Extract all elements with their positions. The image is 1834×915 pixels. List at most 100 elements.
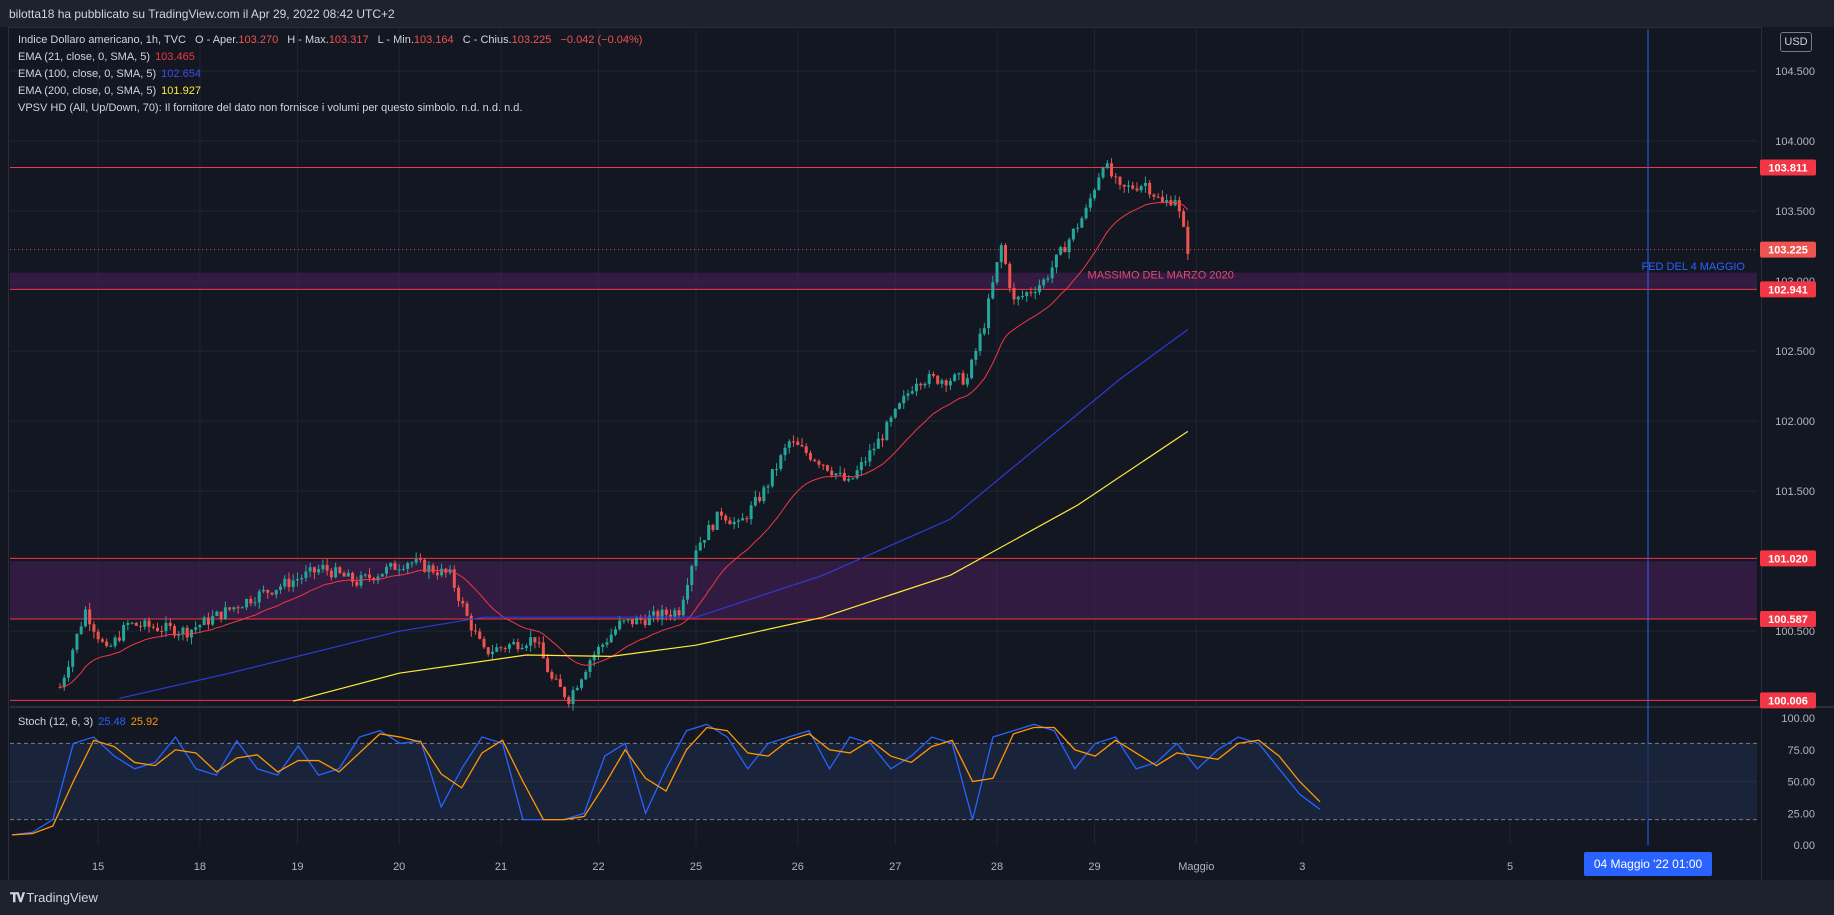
candle-body	[825, 465, 829, 471]
tradingview-logo[interactable]: 𝐓𝐕 TradingView	[10, 890, 98, 905]
candle-body	[885, 422, 889, 441]
candle-body	[762, 487, 766, 502]
time-cursor-label: 04 Maggio '22 01:00	[1594, 857, 1703, 871]
candle-body	[889, 417, 893, 423]
candle-body	[796, 441, 800, 446]
candle-body	[982, 328, 986, 334]
stoch-legend: Stoch (12, 6, 3) 25.48 25.92	[18, 716, 159, 728]
candle-body	[376, 576, 380, 581]
candle-body	[1139, 186, 1143, 191]
candle-body	[126, 622, 130, 625]
candle-body	[1156, 196, 1160, 198]
candle-body	[524, 645, 528, 648]
candle-body	[948, 380, 952, 386]
candle-body	[745, 518, 749, 520]
candle-body	[295, 579, 299, 581]
candle-body	[406, 563, 410, 569]
candle-body	[1143, 182, 1147, 187]
candle-body	[601, 644, 605, 648]
candle-body	[440, 568, 444, 576]
candle-body	[702, 540, 706, 543]
time-tick-label: 21	[495, 861, 507, 873]
candle-body	[813, 459, 817, 462]
candle-body	[732, 521, 736, 525]
candle-body	[423, 559, 427, 572]
candle-body	[787, 441, 791, 448]
candle-body	[605, 642, 609, 645]
candle-body	[686, 584, 690, 600]
candle-body	[507, 644, 511, 649]
candle-body	[304, 571, 308, 578]
candle-body	[944, 380, 948, 386]
candle-body	[881, 438, 885, 441]
candle-body	[96, 631, 100, 640]
candle-body	[75, 633, 79, 650]
time-tick-label: 27	[889, 861, 901, 873]
candle-body	[181, 627, 185, 634]
candle-body	[389, 563, 393, 567]
candle-body	[965, 378, 969, 385]
candle-body	[584, 671, 588, 680]
candle-body	[435, 572, 439, 576]
candle-body	[461, 600, 465, 604]
candle-body	[1088, 198, 1092, 208]
candle-body	[753, 496, 757, 506]
candle-body	[457, 587, 461, 601]
currency-button[interactable]: USD	[1780, 32, 1812, 52]
candle-body	[1020, 296, 1024, 298]
resistance-zone	[10, 272, 1757, 290]
last-price-badge	[1760, 241, 1816, 258]
symbol-name: Indice Dollaro americano, 1h, TVC	[18, 34, 186, 46]
candle-body	[1033, 292, 1037, 294]
candle-body	[550, 672, 554, 679]
candle-body	[164, 622, 168, 632]
candle-body	[563, 687, 567, 698]
candle-body	[821, 464, 825, 466]
candle-body	[278, 586, 282, 590]
stoch-tick-label: 75.00	[1787, 745, 1815, 757]
footer-bar: 𝐓𝐕 TradingView	[0, 880, 1834, 915]
time-cursor-badge	[1584, 852, 1712, 876]
candle-body	[156, 627, 160, 631]
candle-body	[987, 298, 991, 329]
candle-body	[274, 589, 278, 595]
legend-change: −0.042 (−0.04%)	[560, 34, 643, 46]
time-tick-label: 29	[1088, 861, 1100, 873]
candle-body	[495, 647, 499, 652]
price-tick-label: 104.000	[1775, 136, 1815, 148]
candle-body	[355, 581, 359, 586]
candle-body	[1012, 287, 1016, 300]
candle-body	[1160, 196, 1164, 203]
price-tick-label: 103.500	[1775, 206, 1815, 218]
candle-body	[609, 634, 613, 643]
stoch-d-line	[11, 726, 1321, 836]
candle-body	[130, 622, 134, 624]
candle-body	[855, 470, 859, 479]
candle-body	[635, 617, 639, 625]
candle-body	[88, 609, 92, 625]
level-price-badge	[1760, 610, 1816, 627]
candle-body	[516, 641, 520, 650]
candle-body	[380, 573, 384, 577]
candle-body	[1080, 218, 1084, 228]
candle-body	[669, 614, 673, 617]
candle-body	[902, 395, 906, 404]
candle-body	[541, 642, 545, 659]
candle-body	[1097, 177, 1101, 190]
candle-body	[469, 615, 473, 631]
candle-body	[537, 642, 541, 644]
candle-body	[1008, 263, 1012, 288]
time-tick-label: Maggio	[1178, 861, 1214, 873]
ema200-line	[293, 430, 1189, 702]
candle-body	[1186, 226, 1190, 254]
candle-body	[783, 447, 787, 456]
candle-body	[931, 374, 935, 376]
candle-body	[1076, 227, 1080, 229]
candle-body	[626, 619, 630, 621]
candle-body	[232, 607, 236, 610]
candle-body	[160, 630, 164, 632]
candle-body	[770, 469, 774, 487]
candle-body	[257, 591, 261, 603]
candle-body	[533, 637, 537, 643]
